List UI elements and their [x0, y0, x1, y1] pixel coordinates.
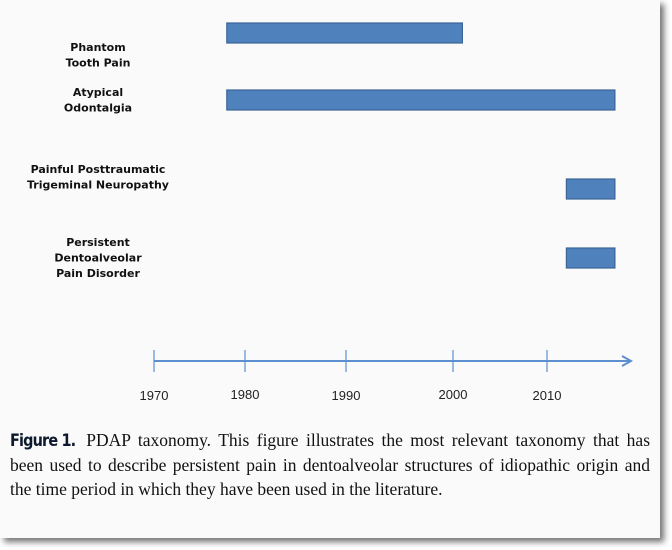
category-label: Tooth Pain — [66, 57, 131, 70]
category-label: Trigeminal Neuropathy — [27, 179, 169, 192]
timeline-bar — [565, 247, 616, 269]
x-tick-label: 2000 — [439, 387, 468, 402]
category-label: Atypical — [73, 86, 123, 99]
x-tick-label: 2010 — [533, 388, 562, 403]
figure-label: Figure 1. — [10, 431, 76, 451]
category-label: Persistent — [66, 236, 130, 249]
figure-panel: 1970 1980 1990 2000 2010 Phantom Tooth Pain Aty… — [10, 22, 651, 501]
x-axis-arrow-icon — [621, 355, 634, 367]
category-label: Odontalgia — [64, 102, 132, 115]
category-label: Phantom — [70, 41, 125, 54]
category-label: Pain Disorder — [56, 267, 140, 280]
x-tick-label: 1980 — [231, 387, 260, 402]
timeline-chart: 1970 1980 1990 2000 2010 Phantom Tooth Pain Aty… — [27, 22, 634, 403]
timeline-bar — [226, 22, 464, 44]
category-label: Dentoalveolar — [54, 252, 142, 265]
x-tick-label: 1990 — [332, 388, 361, 403]
caption-text: PDAP taxonomy. This figure illustrates t… — [10, 430, 651, 499]
x-tick-label: 1970 — [140, 388, 169, 403]
category-label: Painful Posttraumatic — [31, 163, 166, 176]
figure-caption: Figure 1. PDAP taxonomy. This figure ill… — [10, 428, 650, 501]
timeline-bar — [226, 89, 616, 111]
timeline-bar — [565, 178, 616, 200]
